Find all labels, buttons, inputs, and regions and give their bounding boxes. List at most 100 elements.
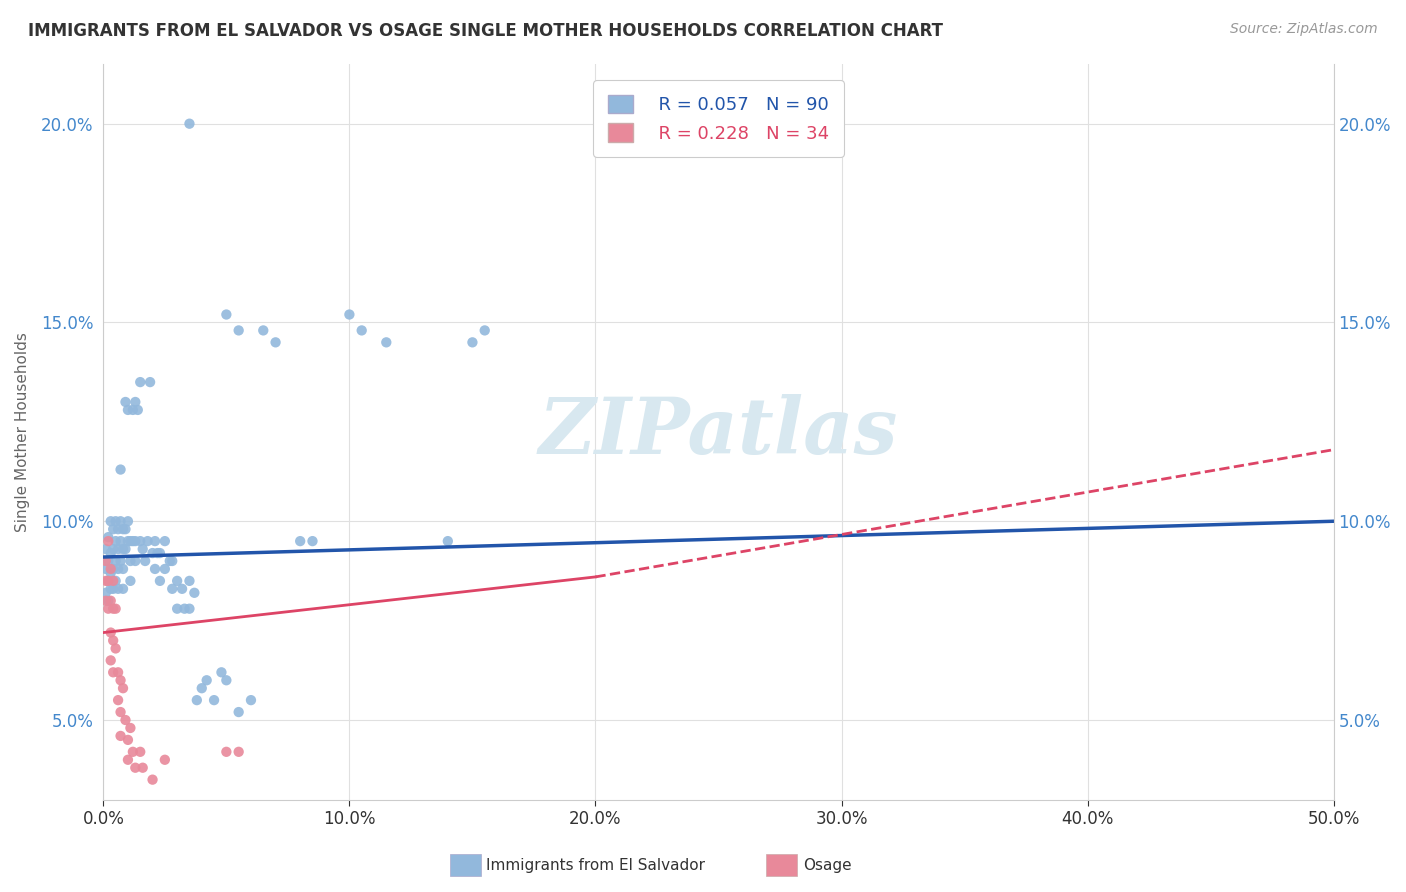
Point [94, 593, 117, 607]
Point [186, 693, 208, 707]
Point [139, 375, 162, 389]
Point [100, 514, 122, 528]
Point [107, 693, 129, 707]
Point [97, 574, 120, 588]
Text: Immigrants from El Salvador: Immigrants from El Salvador [486, 858, 706, 872]
Point [136, 534, 159, 549]
Point [124, 554, 146, 568]
Point [101, 542, 124, 557]
Point [149, 546, 172, 560]
Point [104, 554, 127, 568]
Point [110, 673, 132, 688]
Point [100, 562, 122, 576]
Point [94, 554, 117, 568]
Point [117, 753, 139, 767]
Point [159, 554, 181, 568]
Point [461, 335, 484, 350]
Point [166, 574, 188, 588]
Point [110, 534, 132, 549]
Point [120, 534, 142, 549]
Point [183, 586, 205, 600]
Point [104, 514, 127, 528]
Point [124, 761, 146, 775]
Point [101, 582, 124, 596]
Point [111, 562, 134, 576]
Point [114, 713, 136, 727]
Point [111, 522, 134, 536]
Point [202, 693, 225, 707]
Point [143, 534, 166, 549]
Point [166, 601, 188, 615]
Point [114, 395, 136, 409]
Point [110, 705, 132, 719]
Point [131, 542, 153, 557]
Point [94, 574, 117, 588]
Point [179, 601, 201, 615]
Point [97, 574, 120, 588]
Point [160, 554, 183, 568]
Point [160, 582, 183, 596]
Point [120, 721, 142, 735]
Point [107, 665, 129, 680]
Point [104, 601, 127, 615]
Point [228, 323, 250, 337]
Point [215, 308, 238, 322]
Point [97, 534, 120, 549]
Point [131, 761, 153, 775]
Point [100, 653, 122, 667]
Point [97, 530, 120, 544]
Point [153, 562, 176, 576]
Point [129, 534, 152, 549]
Point [173, 601, 195, 615]
Point [129, 375, 152, 389]
Point [228, 745, 250, 759]
Point [179, 574, 201, 588]
Point [101, 562, 124, 576]
Point [114, 542, 136, 557]
Point [143, 562, 166, 576]
Point [110, 729, 132, 743]
Point [110, 514, 132, 528]
Point [239, 693, 262, 707]
Point [101, 601, 124, 615]
Point [101, 574, 124, 588]
Point [228, 705, 250, 719]
Point [1028, 800, 1050, 814]
Point [97, 554, 120, 568]
Point [117, 732, 139, 747]
Point [146, 546, 169, 560]
Point [375, 335, 398, 350]
Point [100, 593, 122, 607]
Point [264, 335, 287, 350]
Point [153, 753, 176, 767]
Point [101, 522, 124, 536]
Point [252, 323, 274, 337]
Point [107, 522, 129, 536]
Point [110, 554, 132, 568]
Point [94, 562, 117, 576]
Point [94, 586, 117, 600]
Point [127, 403, 149, 417]
Point [121, 745, 143, 759]
Point [120, 574, 142, 588]
Point [149, 574, 172, 588]
Point [215, 745, 238, 759]
Point [153, 534, 176, 549]
Point [104, 534, 127, 549]
Point [97, 593, 120, 607]
Point [110, 462, 132, 476]
Text: Source: ZipAtlas.com: Source: ZipAtlas.com [1230, 22, 1378, 37]
Point [117, 534, 139, 549]
Point [301, 534, 323, 549]
Point [100, 546, 122, 560]
Y-axis label: Single Mother Households: Single Mother Households [15, 332, 30, 532]
Point [474, 323, 496, 337]
Point [290, 534, 312, 549]
Point [104, 641, 127, 656]
Point [107, 542, 129, 557]
Point [111, 542, 134, 557]
Point [100, 582, 122, 596]
Point [195, 673, 218, 688]
Point [339, 308, 361, 322]
Point [107, 582, 129, 596]
